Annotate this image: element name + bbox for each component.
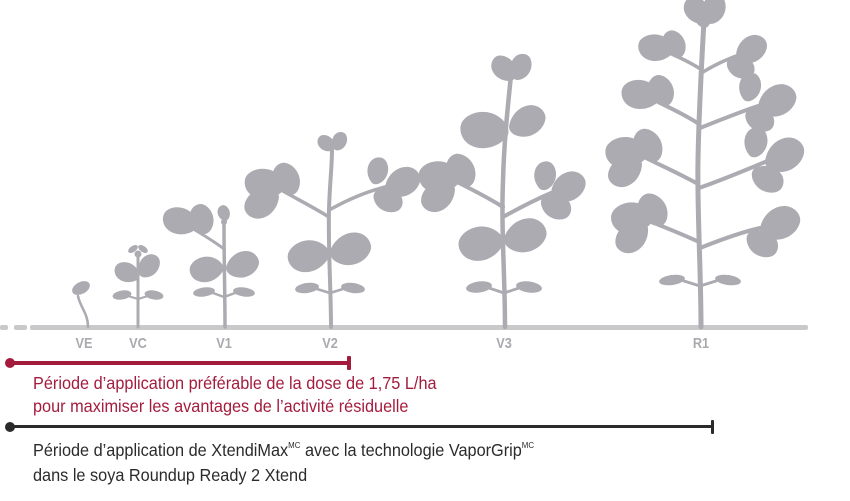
full-period-caption-line2: dans le soya Roundup Ready 2 Xtend xyxy=(33,465,308,485)
stage-label-vc: VC xyxy=(129,335,147,352)
preferred-period-caption-line2: pour maximiser les avantages de l’activi… xyxy=(33,396,409,416)
trademark-sup: MC xyxy=(521,440,535,451)
plant-v1-icon xyxy=(157,200,284,329)
axis-dash xyxy=(0,325,8,330)
plant-vc-icon xyxy=(106,233,170,329)
preferred-period-caption-line1: Période d’application préférable de la d… xyxy=(33,373,437,393)
preferred-period-end-tick xyxy=(347,355,351,370)
plant-v3-icon xyxy=(403,49,607,330)
full-period-caption-line1: Période d’application de XtendiMaxMC ave… xyxy=(33,438,534,463)
axis-dash xyxy=(14,325,27,330)
stage-label-v1: V1 xyxy=(216,335,232,352)
full-period-end-tick xyxy=(710,419,714,434)
stage-label-ve: VE xyxy=(75,335,93,352)
full-period-line xyxy=(10,425,712,429)
plant-ve-icon xyxy=(69,277,99,329)
plant-r1-icon xyxy=(580,0,848,330)
growth-axis-line xyxy=(30,325,808,330)
full-period-caption-text2: avec la technologie VaporGrip xyxy=(300,440,522,460)
stage-label-v3: V3 xyxy=(496,335,512,352)
plant-v2-icon xyxy=(235,129,425,329)
stage-label-v2: V2 xyxy=(322,335,338,352)
stage-label-r1: R1 xyxy=(692,335,710,352)
full-period-caption-text1: Période d’application de XtendiMax xyxy=(33,440,289,460)
preferred-period-line xyxy=(10,361,350,365)
trademark-sup: MC xyxy=(288,440,301,451)
